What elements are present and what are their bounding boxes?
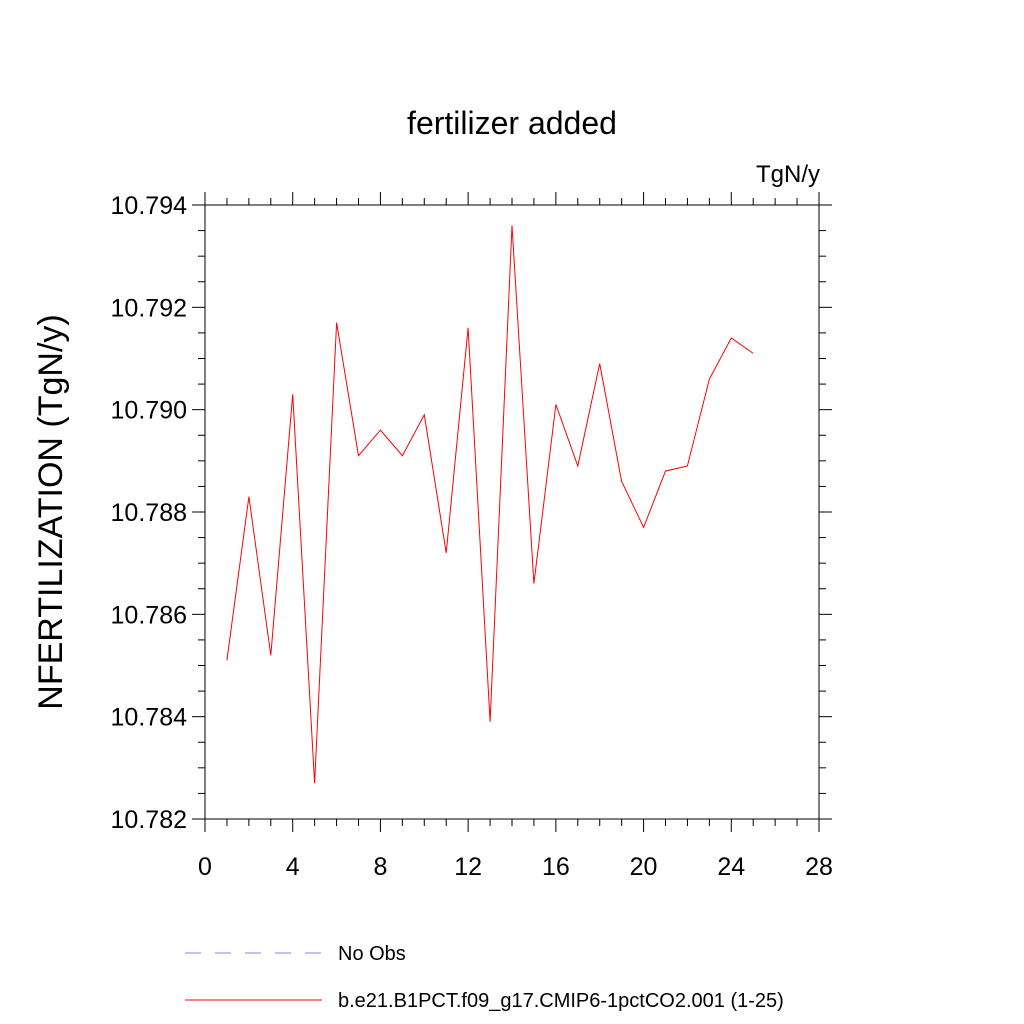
y-tick-label: 10.788 xyxy=(111,499,187,527)
plot-frame xyxy=(204,204,820,820)
y-tick-label: 10.786 xyxy=(111,601,187,629)
legend-label-series: b.e21.B1PCT.f09_g17.CMIP6-1pctCO2.001 (1… xyxy=(338,990,784,1012)
y-axis-ticks: 10.782 10.784 10.786 10.788 10.790 10.792 10.7… xyxy=(111,192,832,834)
x-tick-label: 24 xyxy=(717,853,745,881)
chart-title: fertilizer added xyxy=(407,105,617,141)
y-tick-label: 10.784 xyxy=(111,704,188,732)
legend: No Obs b.e21.B1PCT.f09_g17.CMIP6-1pctCO2… xyxy=(185,943,784,1012)
series-line xyxy=(226,225,754,784)
x-tick-label: 16 xyxy=(542,853,570,881)
y-tick-label: 10.792 xyxy=(111,294,187,322)
x-tick-label: 28 xyxy=(805,853,833,881)
y-tick-label: 10.790 xyxy=(111,397,187,425)
series-layer xyxy=(226,225,754,784)
x-tick-label: 12 xyxy=(454,853,482,881)
x-tick-label: 4 xyxy=(286,853,300,881)
x-tick-label: 8 xyxy=(373,853,387,881)
legend-label-no-obs: No Obs xyxy=(338,943,406,965)
x-tick-label: 20 xyxy=(630,853,658,881)
x-tick-label: 0 xyxy=(198,853,212,881)
y-tick-label: 10.794 xyxy=(111,192,188,220)
y-axis-label: NFERTILIZATION (TgN/y) xyxy=(32,314,70,709)
x-axis-ticks: 0 4 8 12 16 20 24 28 xyxy=(198,192,833,881)
y-tick-label: 10.782 xyxy=(111,806,187,834)
units-label: TgN/y xyxy=(756,161,820,188)
